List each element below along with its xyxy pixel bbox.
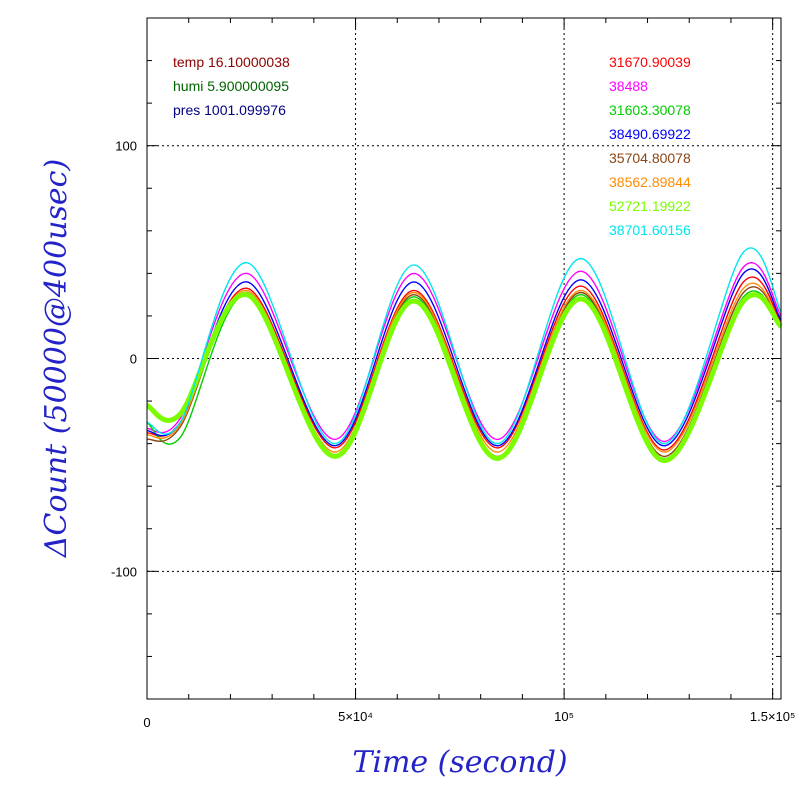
y-tick-label-1: 0 (130, 352, 137, 367)
env-legend-item-pres: pres 1001.099976 (173, 102, 286, 118)
series-legend: 31670.90039 38488 31603.30078 38490.69922 35… (609, 54, 691, 238)
x-tick-label-2: 10⁵ (554, 709, 574, 724)
series-legend-item-2: 31603.30078 (609, 102, 691, 118)
series-line-3 (146, 268, 782, 447)
series-legend-item-4: 35704.80078 (609, 150, 691, 166)
x-tick-label-1: 5×10⁴ (338, 709, 373, 724)
env-legend: temp 16.10000038 humi 5.900000095 pres 100… (173, 54, 290, 118)
y-axis-title: ΔCount (50000@400usec) (39, 159, 74, 558)
series-legend-item-0: 31670.90039 (609, 54, 691, 70)
x-axis-title: Time (second) (352, 745, 567, 780)
env-legend-item-temp: temp 16.10000038 (173, 54, 290, 70)
series-legend-item-5: 38562.89844 (609, 174, 691, 190)
series-legend-item-3: 38490.69922 (609, 126, 691, 142)
series-lines (145, 247, 783, 464)
plot-area-frame (146, 17, 782, 700)
env-legend-item-humi: humi 5.900000095 (173, 78, 289, 94)
series-legend-item-6: 52721.19922 (609, 198, 691, 214)
series-legend-item-1: 38488 (609, 78, 648, 94)
series-line-7 (146, 247, 782, 445)
series-legend-item-7: 38701.60156 (609, 222, 691, 238)
x-tick-label-0: 0 (143, 715, 150, 730)
y-tick-label-0: 100 (115, 139, 137, 154)
y-tick-label-2: -100 (111, 564, 137, 579)
x-tick-label-3: 1.5×10⁵ (750, 709, 796, 724)
series-line-6 (145, 292, 783, 464)
tick-labels: 100 0 -100 0 5×10⁴ 10⁵ 1.5×10⁵ (111, 139, 795, 730)
series-line-0 (146, 276, 782, 451)
